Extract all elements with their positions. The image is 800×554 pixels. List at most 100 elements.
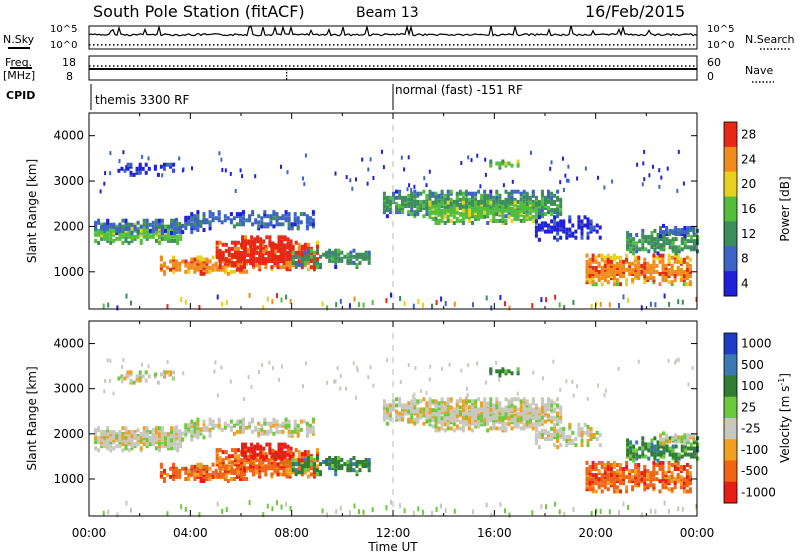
echo-cell: [468, 416, 471, 421]
echo-cell: [504, 163, 508, 168]
echo-cell: [287, 419, 291, 424]
echo-cell: [199, 269, 203, 274]
noise-echo-cell: [414, 366, 417, 371]
echo-cell: [685, 489, 689, 494]
echo-cell: [640, 270, 644, 274]
echo-cell: [230, 454, 234, 459]
echo-cell: [367, 254, 371, 259]
echo-cell: [689, 226, 693, 230]
echo-cell: [670, 489, 674, 494]
noise-echo-cell: [552, 359, 555, 364]
echo-cell: [644, 237, 648, 242]
echo-cell: [516, 208, 520, 213]
echo-cell: [214, 423, 218, 428]
echo-cell: [534, 432, 538, 437]
echo-cell: [272, 417, 276, 422]
echo-cell: [492, 206, 496, 211]
echo-cell: [223, 269, 227, 274]
echo-cell: [367, 260, 371, 265]
echo-cell: [322, 252, 326, 257]
echo-cell: [230, 240, 234, 245]
echo-cell: [309, 257, 313, 262]
echo-cell: [250, 442, 254, 447]
echo-cell: [428, 206, 432, 211]
echo-cell: [230, 246, 234, 251]
echo-cell: [652, 477, 656, 482]
ground-scatter-cell: [627, 504, 630, 510]
ground-scatter-cell: [668, 301, 671, 307]
ground-scatter-cell: [649, 301, 652, 307]
echo-cell: [255, 470, 259, 475]
echo-cell: [477, 416, 481, 421]
echo-cell: [425, 403, 429, 408]
echo-cell: [553, 208, 557, 213]
echo-cell: [275, 419, 279, 424]
echo-cell: [661, 276, 665, 281]
echo-cell: [446, 403, 450, 408]
echo-cell: [233, 468, 237, 473]
colorbar-tick-label: 500: [741, 358, 764, 372]
echo-cell: [565, 439, 569, 443]
echo-cell: [416, 409, 420, 414]
echo-cell: [170, 231, 174, 235]
echo-cell: [619, 259, 622, 264]
echo-cell: [255, 464, 259, 469]
echo-cell: [531, 214, 535, 219]
echo-cell: [588, 261, 592, 266]
echo-cell: [172, 462, 176, 467]
ground-scatter-cell: [339, 505, 342, 511]
echo-cell: [205, 425, 209, 430]
echo-cell: [305, 214, 309, 219]
echo-cell: [650, 444, 654, 449]
echo-cell: [289, 239, 293, 244]
echo-cell: [501, 208, 505, 213]
echo-cell: [247, 446, 251, 451]
echo-cell: [455, 403, 459, 408]
echo-cell: [626, 245, 630, 250]
echo-cell: [516, 189, 520, 194]
freq-left-tick-bottom: 8: [66, 70, 73, 83]
noise-echo-cell: [268, 360, 271, 365]
echo-cell: [434, 199, 438, 204]
echo-cell: [395, 208, 398, 213]
echo-cell: [364, 254, 368, 259]
echo-cell: [556, 189, 560, 194]
echo-cell: [154, 446, 158, 451]
echo-cell: [270, 265, 274, 270]
echo-cell: [297, 450, 301, 455]
echo-cell: [413, 210, 417, 215]
echo-cell: [652, 255, 656, 260]
echo-cell: [437, 206, 441, 211]
echo-cell: [211, 470, 215, 475]
echo-cell: [112, 232, 116, 237]
echo-cell: [531, 202, 535, 207]
echo-cell: [413, 199, 417, 204]
echo-cell: [303, 250, 307, 255]
echo-cell: [154, 432, 158, 437]
echo-cell: [179, 440, 183, 445]
echo-cell: [615, 263, 619, 268]
echo-cell: [553, 432, 557, 437]
echo-cell: [626, 438, 630, 443]
echo-cell: [437, 221, 441, 225]
echo-cell: [261, 460, 265, 465]
echo-cell: [221, 253, 225, 257]
echo-cell: [175, 431, 179, 436]
echo-cell: [531, 410, 535, 415]
ground-scatter-cell: [540, 297, 543, 303]
echo-cell: [282, 460, 286, 465]
echo-cell: [172, 370, 176, 375]
noise-echo-cell: [597, 175, 599, 180]
echo-cell: [142, 426, 146, 431]
echo-cell: [680, 435, 684, 440]
echo-cell: [486, 206, 490, 211]
echo-cell: [280, 235, 284, 240]
echo-cell: [504, 397, 508, 402]
echo-cell: [268, 446, 272, 451]
echo-cell: [181, 437, 185, 442]
noise-echo-cell: [576, 384, 579, 389]
echo-cell: [685, 469, 689, 474]
echo-cell: [416, 415, 420, 420]
ground-scatter-cell: [348, 510, 351, 516]
noise-echo-cell: [333, 379, 336, 384]
